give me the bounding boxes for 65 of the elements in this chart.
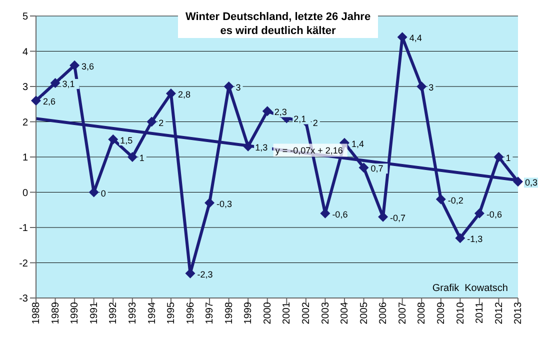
data-label: 3,6 [82,61,94,72]
data-label: -0,2 [448,195,464,206]
data-label: 3,1 [62,78,75,89]
data-label: 2,3 [274,107,287,118]
x-tick-label: 1990 [70,302,81,324]
data-label: -2,3 [197,269,213,280]
x-tick-label: 1988 [31,302,42,324]
x-tick-label: 1989 [50,302,62,324]
x-tick-label: 2000 [262,302,274,324]
data-label: 1,4 [351,138,364,149]
data-label: 0 [100,188,106,198]
chart-title: Winter Deutschland, letzte 26 Jahre [184,10,372,24]
x-tick-label: 2010 [455,302,466,324]
annotation: y = -0,07x + 2,16 [275,146,343,156]
x-tick-label: 2005 [358,302,370,324]
data-label: 4,4 [409,33,422,44]
data-label: 3 [236,82,241,92]
y-tick-label: -1 [19,223,28,234]
x-tick-label: 1992 [108,302,120,324]
x-tick-label: 2004 [340,302,351,324]
y-tick-label: 5 [22,12,28,23]
data-label: -0,6 [332,209,348,220]
x-tick-label: 2002 [301,302,312,324]
data-label: 1 [139,153,144,163]
y-tick-label: -3 [19,294,28,305]
text: es wird deutlich kälter [219,24,337,38]
data-label: -1,3 [467,234,483,244]
data-label: 2,6 [43,96,56,107]
data-label: 2,8 [178,90,190,100]
x-tick-label: 2009 [436,302,447,324]
y-tick-label: 1 [22,152,28,164]
data-label: -0,3 [216,198,232,209]
y-tick-label: 3 [22,82,28,94]
data-label: 1,5 [120,135,133,146]
x-tick-label: 1999 [243,302,254,324]
data-label: -0,7 [390,212,406,223]
x-tick-label: 1991 [88,302,100,324]
annotation: Grafik Kowatsch [432,283,508,294]
x-tick-label: 2007 [397,302,408,324]
x-tick-label: 2013 [513,302,524,324]
data-label: 1,3 [255,142,268,152]
x-tick-label: 2011 [474,302,486,324]
x-tick-label: 1993 [128,302,138,324]
data-label: 2 [158,118,164,128]
data-label: 0,7 [370,164,384,174]
x-tick-label: 1996 [185,302,196,324]
data-label: 2 [312,118,318,128]
x-tick-label: 2008 [416,302,428,324]
x-tick-label: 1998 [224,302,235,324]
y-tick-label: 0 [22,188,28,199]
data-label: 2,1 [294,114,306,124]
y-tick-label: -2 [19,258,28,270]
x-tick-label: 1997 [204,302,216,324]
data-label: 3 [428,82,434,92]
data-label: 0,3 [525,178,538,188]
data-label: 1 [506,153,511,163]
x-tick-label: 2003 [320,302,332,324]
x-tick-label: 1994 [146,302,158,324]
y-tick-label: 4 [22,46,28,58]
x-tick-label: 2006 [378,302,390,324]
x-tick-label: 2001 [282,302,293,324]
x-tick-label: 2012 [494,302,505,324]
y-tick-label: 2 [22,117,28,128]
data-label: -0,6 [486,209,502,220]
x-tick-label: 1995 [166,302,178,324]
